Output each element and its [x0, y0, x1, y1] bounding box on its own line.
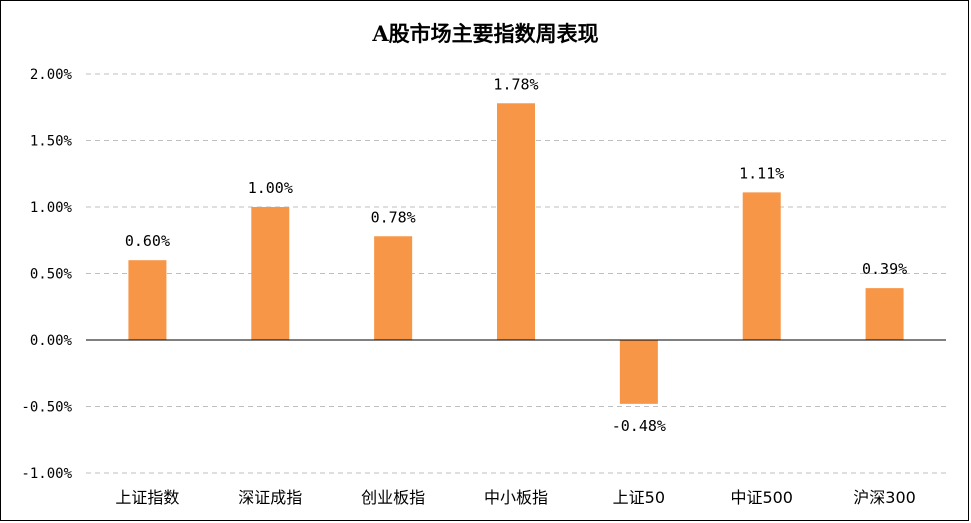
bar [128, 260, 167, 340]
x-category-label: 上证指数 [115, 488, 179, 507]
data-label: 0.78% [371, 208, 416, 226]
x-category-label: 沪深300 [853, 488, 916, 507]
data-label: 0.60% [125, 232, 170, 250]
bar [497, 103, 535, 340]
x-category-label: 创业板指 [361, 488, 425, 507]
y-tick-label: 0.00% [30, 333, 73, 349]
data-label: -0.48% [612, 417, 666, 435]
y-tick-label: 1.50% [30, 134, 73, 150]
chart-title: A股市场主要指数周表现 [372, 21, 599, 46]
x-category-label: 深证成指 [238, 488, 302, 507]
bar [865, 288, 904, 340]
y-axis-tick-labels: 2.00% 1.50% 1.00% 0.50% 0.00% -0.50% -1.00% [21, 67, 72, 482]
data-label: 1.00% [248, 179, 293, 197]
data-label: 1.78% [493, 75, 538, 93]
y-tick-label: -0.50% [21, 400, 72, 416]
y-tick-label: 2.00% [30, 67, 73, 83]
x-category-label: 中证500 [730, 488, 793, 507]
data-label: 0.39% [862, 260, 907, 278]
x-axis-category-labels: 上证指数 深证成指 创业板指 中小板指 上证50 中证500 沪深300 [115, 488, 915, 507]
y-tick-label: 0.50% [30, 267, 73, 283]
y-tick-label: -1.00% [21, 466, 72, 482]
bar [619, 340, 658, 404]
bar [374, 236, 413, 340]
x-category-label: 中小板指 [484, 488, 548, 507]
y-tick-label: 1.00% [30, 200, 73, 216]
x-category-label: 上证50 [613, 488, 665, 507]
data-label: 1.11% [739, 164, 784, 182]
bar [251, 207, 290, 340]
bars [128, 103, 904, 404]
bar [742, 192, 781, 340]
data-labels: 0.60% 1.00% 0.78% 1.78% -0.48% 1.11% 0.39% [125, 75, 907, 435]
